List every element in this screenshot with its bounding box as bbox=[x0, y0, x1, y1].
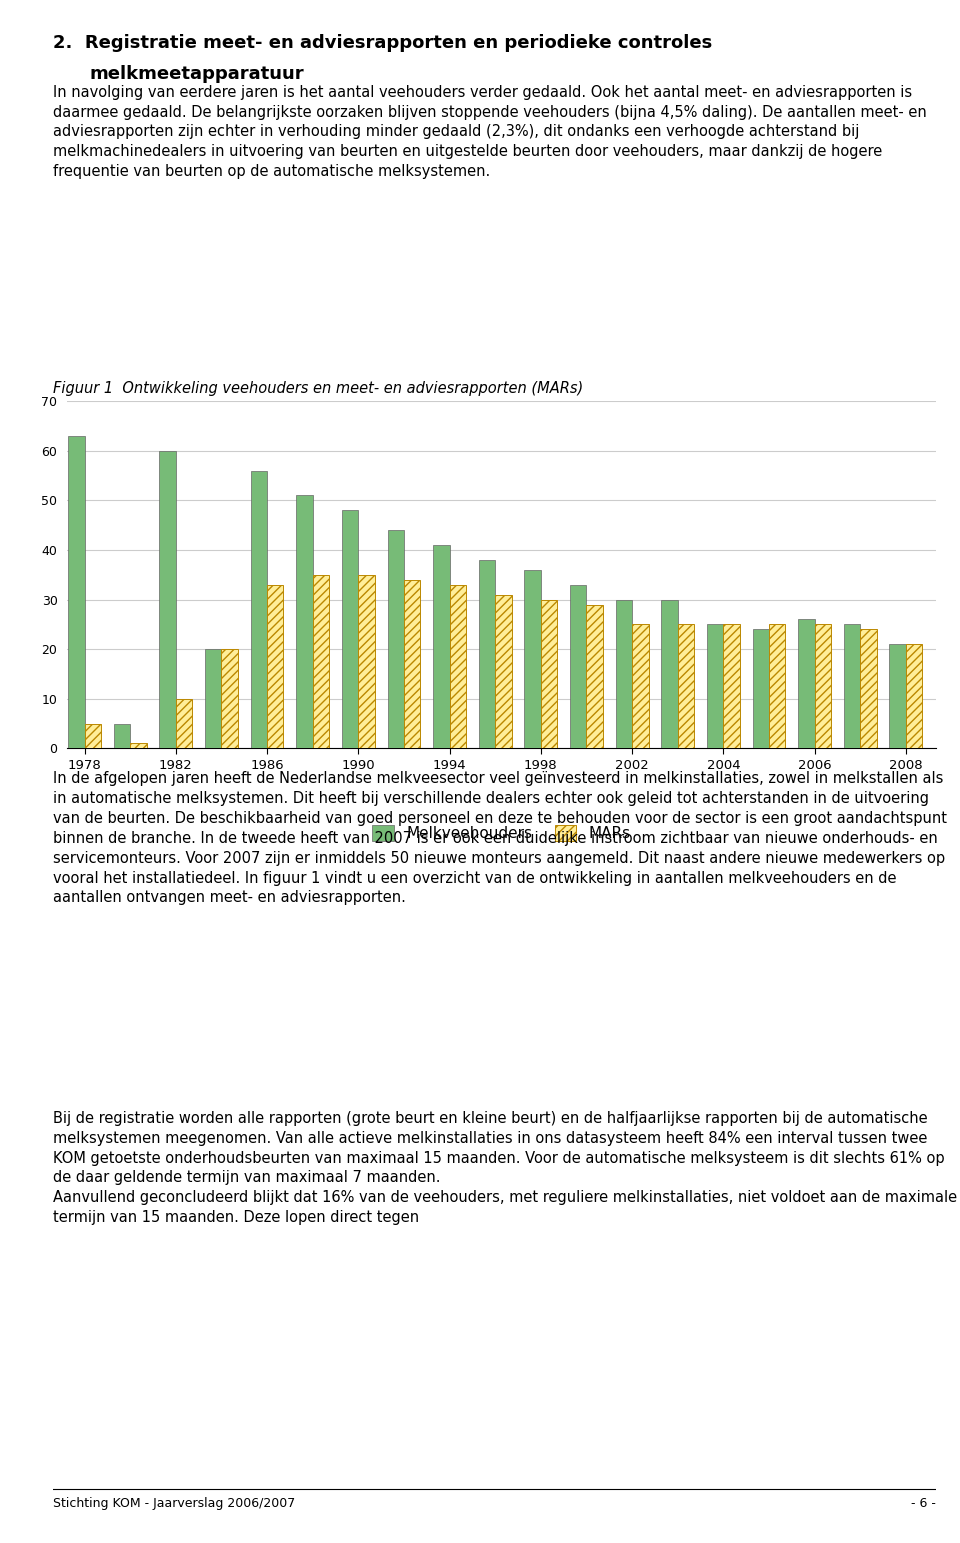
Bar bbox=[68, 435, 84, 748]
Bar bbox=[844, 625, 860, 748]
Bar bbox=[753, 630, 769, 748]
Bar bbox=[113, 724, 131, 748]
Bar bbox=[84, 724, 101, 748]
Bar bbox=[313, 576, 329, 748]
Bar bbox=[524, 569, 540, 748]
Bar bbox=[906, 645, 923, 748]
Bar bbox=[449, 585, 466, 748]
Bar bbox=[433, 545, 449, 748]
Bar bbox=[297, 495, 313, 748]
Bar bbox=[342, 511, 358, 748]
Bar bbox=[587, 605, 603, 748]
Bar bbox=[707, 625, 724, 748]
Bar bbox=[479, 560, 495, 748]
Bar bbox=[159, 451, 176, 748]
Bar bbox=[678, 625, 694, 748]
Bar bbox=[769, 625, 785, 748]
Text: - 6 -: - 6 - bbox=[911, 1497, 936, 1509]
Bar bbox=[251, 471, 267, 748]
Bar bbox=[815, 625, 831, 748]
Text: Stichting KOM - Jaarverslag 2006/2007: Stichting KOM - Jaarverslag 2006/2007 bbox=[53, 1497, 295, 1509]
Bar bbox=[632, 625, 649, 748]
Bar bbox=[860, 630, 876, 748]
Bar bbox=[724, 625, 740, 748]
Bar bbox=[358, 576, 374, 748]
Bar bbox=[615, 600, 632, 748]
Bar bbox=[570, 585, 587, 748]
Bar bbox=[205, 650, 222, 748]
Bar bbox=[540, 600, 557, 748]
Bar bbox=[222, 650, 238, 748]
Bar bbox=[404, 580, 420, 748]
Text: In de afgelopen jaren heeft de Nederlandse melkveesector veel geïnvesteerd in me: In de afgelopen jaren heeft de Nederland… bbox=[53, 772, 947, 906]
Bar bbox=[661, 600, 678, 748]
Text: melkmeetapparatuur: melkmeetapparatuur bbox=[89, 65, 304, 83]
Bar bbox=[176, 699, 192, 748]
Text: 2.  Registratie meet- en adviesrapporten en periodieke controles: 2. Registratie meet- en adviesrapporten … bbox=[53, 34, 712, 52]
Bar bbox=[890, 645, 906, 748]
Text: Bij de registratie worden alle rapporten (grote beurt en kleine beurt) en de hal: Bij de registratie worden alle rapporten… bbox=[53, 1111, 957, 1225]
Text: Figuur 1  Ontwikkeling veehouders en meet- en adviesrapporten (MARs): Figuur 1 Ontwikkeling veehouders en meet… bbox=[53, 381, 583, 397]
Bar bbox=[388, 531, 404, 748]
Text: In navolging van eerdere jaren is het aantal veehouders verder gedaald. Ook het : In navolging van eerdere jaren is het aa… bbox=[53, 85, 926, 179]
Bar bbox=[798, 619, 815, 748]
Bar bbox=[131, 744, 147, 748]
Bar bbox=[267, 585, 283, 748]
Bar bbox=[495, 594, 512, 748]
Legend: Melkveehouders, MARs: Melkveehouders, MARs bbox=[367, 818, 636, 847]
